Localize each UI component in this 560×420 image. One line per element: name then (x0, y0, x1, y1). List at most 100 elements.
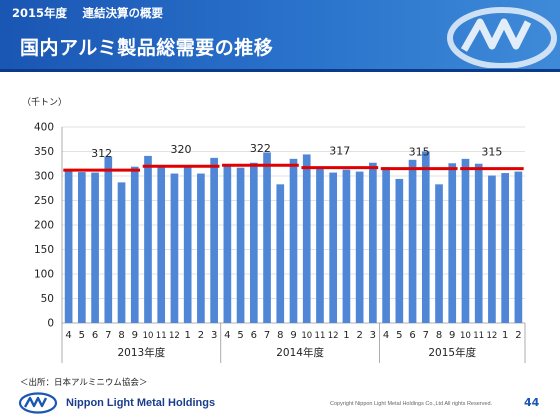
bar (302, 154, 311, 323)
bar (117, 182, 126, 323)
bar (236, 167, 245, 323)
x-tick-label: 11 (156, 331, 167, 341)
page-number: 44 (524, 396, 540, 409)
x-tick-label: 5 (396, 330, 402, 341)
x-tick-label: 3 (211, 330, 217, 341)
x-tick-label: 10 (301, 331, 312, 341)
bar (249, 162, 258, 323)
x-tick-label: 1 (502, 330, 508, 341)
bar (64, 171, 73, 323)
bar (91, 172, 99, 323)
bar (461, 158, 470, 323)
x-tick-label: 6 (251, 330, 257, 341)
x-tick-label: 4 (224, 330, 230, 341)
x-tick-label: 9 (290, 330, 296, 341)
bar (342, 169, 351, 323)
average-label: 320 (171, 143, 192, 156)
bar (329, 172, 338, 323)
bar (435, 184, 443, 323)
x-tick-label: 9 (449, 330, 455, 341)
bar (421, 151, 430, 323)
x-tick-label: 1 (343, 330, 349, 341)
nlm-logo-icon (18, 392, 58, 414)
bar (514, 171, 523, 323)
bar (316, 168, 324, 323)
x-tick-label: 4 (65, 330, 71, 341)
bar (170, 173, 179, 323)
bar (408, 159, 417, 323)
x-tick-label: 12 (169, 331, 180, 341)
y-axis-unit-label: （千トン） (22, 98, 68, 108)
x-tick-label: 8 (436, 330, 442, 341)
page-title: 国内アルミ製品総需要の推移 (20, 37, 274, 59)
x-tick-label: 5 (237, 330, 243, 341)
x-tick-label: 4 (383, 330, 389, 341)
x-tick-label: 9 (132, 330, 138, 341)
y-tick-label: 100 (34, 269, 54, 281)
header-banner: 2015年度 連結決算の概要 国内アルミ製品総需要の推移 (0, 0, 560, 72)
bar (395, 178, 404, 323)
average-label: 312 (91, 147, 112, 160)
x-tick-label: 7 (105, 330, 111, 341)
company-name: Nippon Light Metal Holdings (66, 397, 216, 409)
header-rule (0, 69, 560, 72)
x-tick-label: 11 (315, 331, 326, 341)
bar (355, 171, 364, 323)
copyright-text: Copyright Nippon Light Metal Holdings Co… (330, 401, 493, 407)
bar (488, 175, 496, 323)
y-tick-label: 250 (34, 195, 54, 207)
bar (157, 167, 166, 323)
header-topline: 2015年度 連結決算の概要 (12, 6, 164, 20)
bar (448, 163, 457, 323)
y-tick-label: 200 (34, 220, 54, 232)
y-tick-label: 400 (34, 122, 54, 134)
bar (474, 163, 483, 323)
x-tick-label: 1 (184, 330, 190, 341)
x-tick-label: 7 (423, 330, 429, 341)
x-tick-label: 12 (487, 331, 498, 341)
x-tick-label: 10 (143, 331, 154, 341)
bar (276, 184, 285, 323)
x-tick-label: 8 (277, 330, 283, 341)
x-tick-label: 2 (515, 330, 521, 341)
y-tick-label: 350 (34, 146, 54, 158)
y-tick-label: 150 (34, 244, 54, 256)
average-label: 315 (481, 146, 502, 159)
bar (104, 156, 113, 323)
fiscal-year-label: 2013年度 (118, 346, 166, 359)
x-tick-label: 6 (409, 330, 415, 341)
average-label: 317 (329, 145, 350, 158)
average-label: 322 (250, 142, 271, 155)
bar (144, 155, 152, 323)
x-tick-label: 8 (118, 330, 124, 341)
bar (183, 167, 192, 323)
fiscal-year-label: 2015年度 (428, 346, 476, 359)
y-tick-label: 50 (41, 293, 54, 305)
bar (197, 173, 205, 323)
bar (369, 162, 377, 323)
bar (210, 157, 218, 323)
y-tick-label: 300 (34, 171, 54, 183)
x-tick-label: 2 (356, 330, 362, 341)
x-tick-label: 12 (328, 331, 339, 341)
x-tick-label: 10 (460, 331, 471, 341)
bar (223, 164, 232, 323)
x-tick-label: 7 (264, 330, 270, 341)
bar (78, 172, 86, 323)
y-tick-label: 0 (47, 318, 54, 330)
x-tick-label: 2 (198, 330, 204, 341)
x-tick-label: 3 (370, 330, 376, 341)
bar (130, 166, 139, 323)
x-tick-label: 6 (92, 330, 98, 341)
bar (501, 173, 509, 323)
average-label: 315 (409, 146, 430, 159)
bar (289, 158, 298, 323)
bar (263, 152, 271, 323)
x-tick-label: 5 (79, 330, 85, 341)
fiscal-year-label: 2014年度 (276, 346, 324, 359)
nlm-logo-watermark-icon (447, 7, 557, 68)
source-note: ＜出所：日本アルミニウム協会＞ (20, 378, 148, 388)
bar (382, 167, 390, 323)
